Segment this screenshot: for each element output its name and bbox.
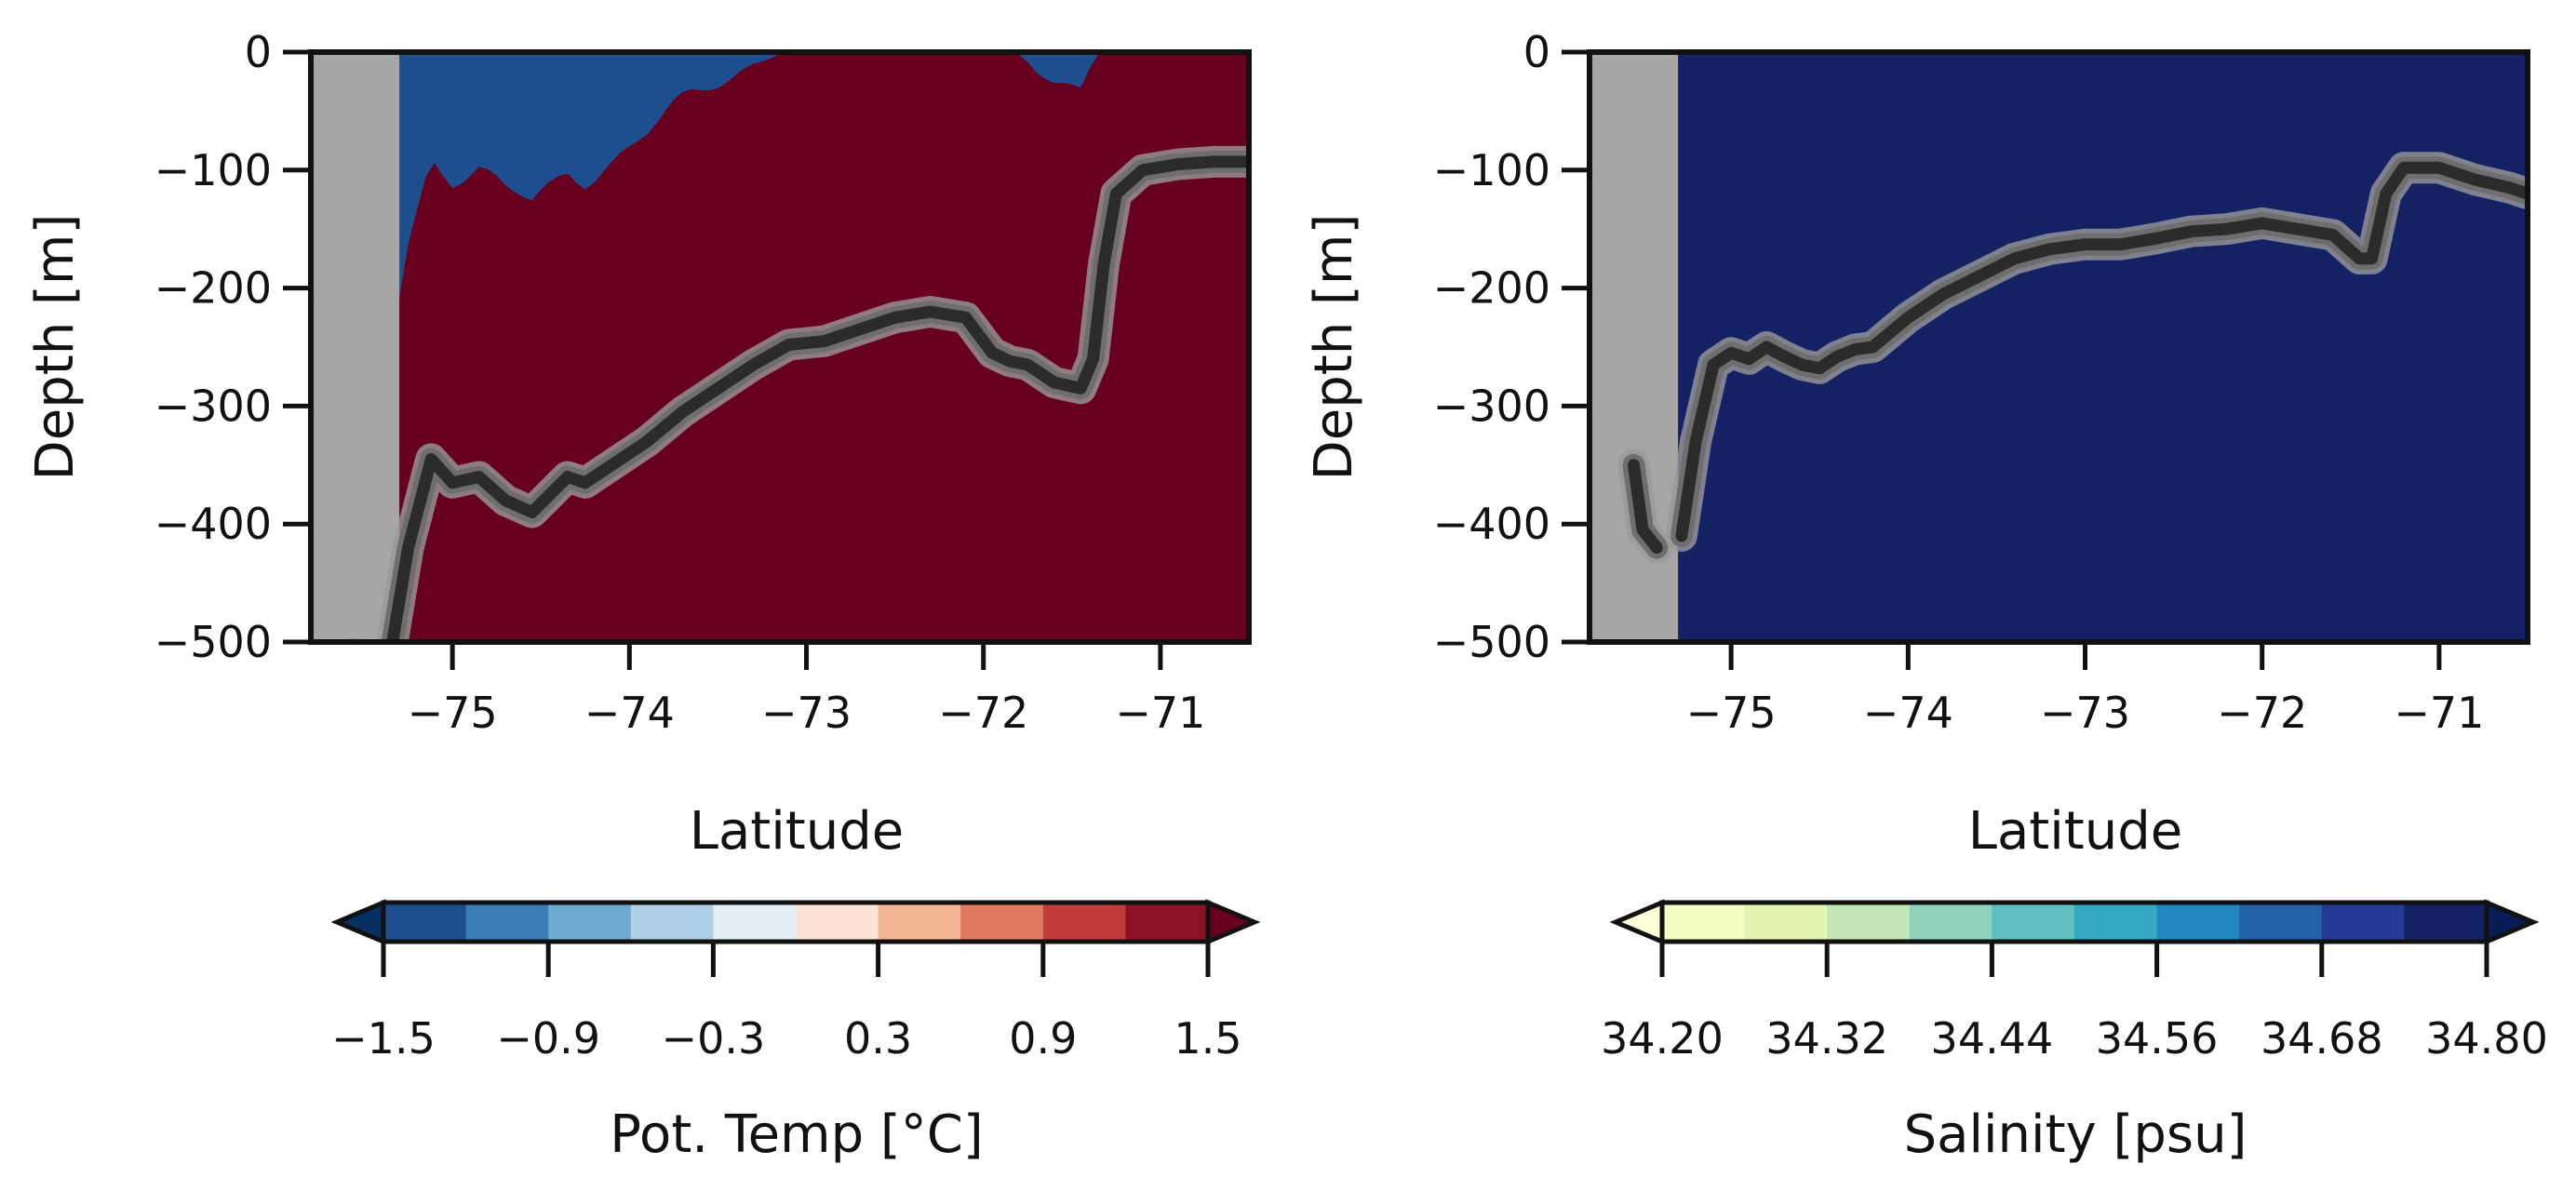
y-tick-label: −500 <box>154 617 272 667</box>
colorbar-tick-label: 34.80 <box>2425 1013 2548 1064</box>
temperature-colorbar-label: Pot. Temp [°C] <box>610 1104 983 1165</box>
salinity-y-axis-label: Depth [m] <box>1304 214 1364 481</box>
colorbar-tick-label: −0.3 <box>662 1013 766 1064</box>
colorbar-extend-high <box>1205 899 1261 945</box>
colorbar-tick-label: 0.3 <box>844 1013 912 1064</box>
interface-line <box>386 155 1249 642</box>
colorbar-swatch <box>960 903 1044 942</box>
land-mask <box>311 52 400 642</box>
panel-salinity: −75 −74 −73 −72 −71 0 −100 −200 −300 −400 −500 Lat… <box>1304 27 2548 1165</box>
y-tick-label: −100 <box>154 145 272 195</box>
colorbar-extend-low <box>1609 899 1665 945</box>
colorbar-swatch <box>1827 903 1911 942</box>
colorbar-swatch <box>2239 903 2323 942</box>
y-tick-label: 0 <box>1523 27 1550 77</box>
colorbar-tick-label: 0.9 <box>1009 1013 1077 1064</box>
x-tick-label: −72 <box>2217 688 2307 738</box>
colorbar-tick-label: 34.56 <box>2096 1013 2219 1064</box>
temperature-x-axis-label: Latitude <box>690 801 904 862</box>
salinity-contour-field <box>1590 52 2528 642</box>
y-tick-label: −400 <box>154 499 272 549</box>
colorbar-swatch <box>1909 903 1992 942</box>
colorbar-swatch <box>630 903 714 942</box>
x-tick-label: −72 <box>938 688 1028 738</box>
colorbar-swatch <box>1042 903 1126 942</box>
colorbar-swatch <box>1992 903 2075 942</box>
panel-temperature: −75 −74 −73 −72 −71 0 −100 −200 −300 −400 −500 Lat… <box>25 27 1261 1165</box>
colorbar-extend-high <box>2484 899 2540 945</box>
x-tick-label: −74 <box>584 688 675 738</box>
y-tick-label: −100 <box>1433 145 1550 195</box>
interface-line <box>1628 459 1663 555</box>
y-tick-label: −200 <box>1433 263 1550 314</box>
y-tick-label: −200 <box>154 263 272 314</box>
colorbar-tick-label: 34.32 <box>1765 1013 1888 1064</box>
colorbar-swatch <box>548 903 632 942</box>
colorbar-swatch <box>1662 903 1746 942</box>
colorbar-swatch <box>465 903 549 942</box>
colorbar-swatch <box>383 903 467 942</box>
salinity-axes-frame <box>1587 49 2530 645</box>
colorbar-tick-label: 34.68 <box>2261 1013 2383 1064</box>
temperature-y-axis-label: Depth [m] <box>25 214 86 481</box>
colorbar-swatch <box>2156 903 2240 942</box>
colorbar-extend-low <box>330 899 386 945</box>
x-tick-label: −75 <box>1686 688 1777 738</box>
x-tick-label: −74 <box>1863 688 1953 738</box>
temperature-axes-frame <box>308 49 1252 645</box>
y-tick-label: −400 <box>1433 499 1550 549</box>
y-tick-label: 0 <box>245 27 272 77</box>
colorbar-frame <box>1659 900 2489 944</box>
temperature-contour-field <box>311 52 1249 642</box>
colorbar-tick-label: −0.9 <box>496 1013 600 1064</box>
colorbar-swatch <box>2074 903 2158 942</box>
x-tick-label: −71 <box>1115 688 1205 738</box>
contour-band <box>1590 54 2528 642</box>
colorbar-frame <box>381 900 1211 944</box>
salinity-colorbar-label: Salinity [psu] <box>1904 1104 2247 1165</box>
colorbar-tick-label: 34.20 <box>1601 1013 1724 1064</box>
colorbar-tick-label: 1.5 <box>1174 1013 1241 1064</box>
x-tick-label: −71 <box>2394 688 2484 738</box>
colorbar-tick-label: 34.44 <box>1931 1013 2054 1064</box>
colorbar-swatch <box>796 903 879 942</box>
y-tick-label: −300 <box>1433 381 1550 431</box>
y-tick-label: −300 <box>154 381 272 431</box>
colorbar-swatch <box>1744 903 1828 942</box>
colorbar-swatch <box>713 903 797 942</box>
x-tick-label: −75 <box>408 688 498 738</box>
colorbar-swatch <box>1125 903 1209 942</box>
interface-line <box>1675 161 2528 542</box>
y-tick-label: −500 <box>1433 617 1550 667</box>
colorbar-tick-label: −1.5 <box>331 1013 436 1064</box>
colorbar-swatch <box>2404 903 2488 942</box>
x-tick-label: −73 <box>761 688 852 738</box>
x-tick-label: −73 <box>2040 688 2130 738</box>
colorbar-swatch <box>2321 903 2405 942</box>
salinity-x-axis-label: Latitude <box>1968 801 2182 862</box>
colorbar-swatch <box>878 903 961 942</box>
